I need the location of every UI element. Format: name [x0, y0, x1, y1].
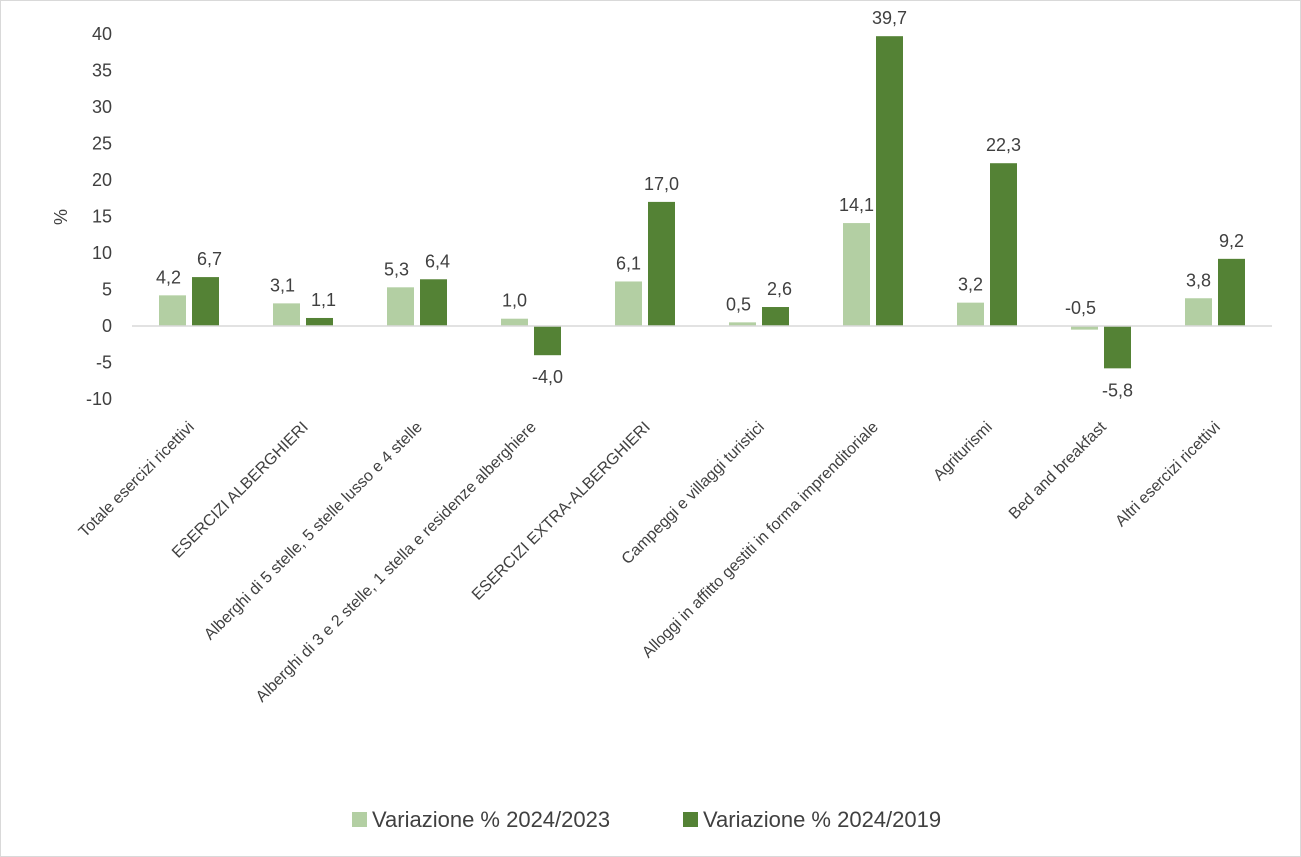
- data-label-2024-2023: 5,3: [384, 259, 409, 279]
- data-label-2024-2019: 2,6: [767, 279, 792, 299]
- legend-swatch: [683, 812, 698, 827]
- legend: Variazione % 2024/2023 Variazione % 2024/…: [352, 807, 941, 832]
- data-label-2024-2023: -0,5: [1065, 298, 1096, 318]
- bar-2024-2023: [1185, 298, 1212, 326]
- data-label-2024-2019: 17,0: [644, 174, 679, 194]
- bar-2024-2019: [990, 163, 1017, 326]
- bar-2024-2023: [843, 223, 870, 326]
- category-label: Alberghi di 5 stelle, 5 stelle lusso e 4…: [201, 419, 426, 644]
- data-label-2024-2023: 1,0: [502, 291, 527, 311]
- data-label-2024-2023: 3,8: [1186, 270, 1211, 290]
- bar-2024-2019: [420, 279, 447, 326]
- bar-2024-2023: [957, 302, 984, 326]
- bar-2024-2023: [1071, 326, 1098, 330]
- y-axis-label: %: [51, 209, 71, 225]
- bar-2024-2023: [159, 295, 186, 326]
- y-tick-label: -10: [86, 389, 112, 409]
- y-tick-label: 0: [102, 316, 112, 336]
- data-label-2024-2023: 14,1: [839, 195, 874, 215]
- category-label: Totale esercizi ricettivi: [76, 419, 198, 541]
- bar-2024-2019: [306, 317, 333, 326]
- bar-2024-2019: [762, 307, 789, 326]
- bar-2024-2019: [534, 326, 561, 356]
- y-tick-label: 10: [92, 243, 112, 263]
- category-label: Agriturismi: [930, 419, 995, 484]
- data-label-2024-2023: 6,1: [616, 253, 641, 273]
- y-tick-label: 15: [92, 207, 112, 227]
- y-tick-label: 5: [102, 280, 112, 300]
- bar-2024-2019: [648, 201, 675, 326]
- y-tick-label: 20: [92, 170, 112, 190]
- data-label-2024-2019: 39,7: [872, 8, 907, 28]
- bar-2024-2023: [273, 303, 300, 326]
- y-tick-label: 40: [92, 24, 112, 44]
- category-label: Alberghi di 3 e 2 stelle, 1 stella e res…: [253, 419, 540, 706]
- data-label-2024-2023: 3,1: [270, 275, 295, 295]
- data-label-2024-2023: 4,2: [156, 267, 181, 287]
- bar-2024-2023: [615, 281, 642, 326]
- bar-2024-2023: [501, 318, 528, 326]
- data-label-2024-2019: -4,0: [532, 367, 563, 387]
- y-tick-label: 35: [92, 61, 112, 81]
- category-label: Bed and breakfast: [1006, 418, 1110, 522]
- bar-2024-2019: [192, 277, 219, 326]
- category-label: Altri esercizi ricettivi: [1112, 419, 1223, 530]
- bar-2024-2023: [729, 322, 756, 326]
- bar-2024-2019: [1218, 258, 1245, 326]
- bar-2024-2023: [387, 287, 414, 326]
- bar-2024-2019: [1104, 326, 1131, 369]
- data-label-2024-2019: -5,8: [1102, 380, 1133, 400]
- data-labels: 4,2 6,7 3,1 1,1 5,3 6,4 1,0 -4,0 6,1 17,0 0,5 2,6 14…: [156, 8, 1244, 400]
- category-label: ESERCIZI EXTRA-ALBERGHIERI: [469, 419, 654, 604]
- legend-label: Variazione % 2024/2019: [703, 807, 941, 832]
- legend-swatch: [352, 812, 367, 827]
- y-axis: -10 -5 0 5 10 15 20 25 30 35 40: [86, 24, 112, 409]
- bar-2024-2019: [876, 36, 903, 326]
- data-label-2024-2023: 0,5: [726, 294, 751, 314]
- category-label: ESERCIZI ALBERGHIERI: [169, 419, 312, 562]
- category-label: Alloggi in affitto gestiti in forma impr…: [639, 419, 882, 662]
- y-tick-label: -5: [96, 353, 112, 373]
- data-label-2024-2019: 9,2: [1219, 231, 1244, 251]
- data-label-2024-2019: 6,4: [425, 251, 450, 271]
- bars: [159, 36, 1245, 369]
- y-tick-label: 25: [92, 134, 112, 154]
- data-label-2024-2019: 22,3: [986, 135, 1021, 155]
- data-label-2024-2019: 6,7: [197, 249, 222, 269]
- data-label-2024-2019: 1,1: [311, 290, 336, 310]
- y-tick-label: 30: [92, 97, 112, 117]
- data-label-2024-2023: 3,2: [958, 275, 983, 295]
- legend-label: Variazione % 2024/2023: [372, 807, 610, 832]
